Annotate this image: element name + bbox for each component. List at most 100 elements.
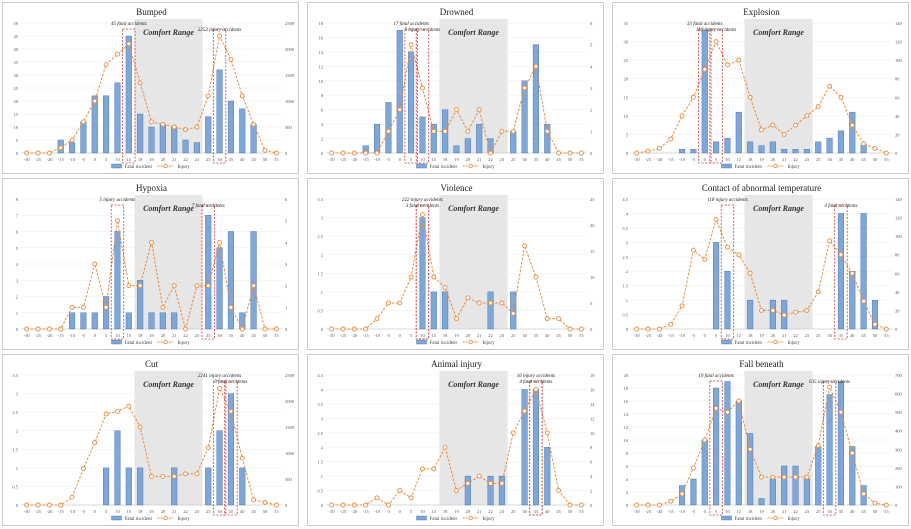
annotation-label: 16 injury accidents bbox=[517, 374, 555, 379]
right-axis-tick-label: 6 bbox=[590, 21, 593, 26]
injury-point bbox=[160, 304, 166, 310]
injury-point bbox=[239, 326, 245, 332]
x-tick-label: 55 bbox=[579, 509, 584, 514]
chart-title: Contact of abnormal temperature bbox=[702, 183, 821, 193]
left-axis-tick-label: 45 bbox=[14, 34, 19, 39]
legend-bar-swatch bbox=[721, 515, 732, 521]
left-axis-tick-label: 18 bbox=[319, 21, 324, 26]
x-tick-label: 22 bbox=[488, 333, 493, 338]
bar bbox=[826, 137, 833, 154]
right-axis-tick-label: 2500 bbox=[285, 21, 295, 26]
bar bbox=[216, 247, 223, 330]
x-tick-label: 23 bbox=[500, 157, 505, 162]
right-axis-tick-label: 80 bbox=[895, 253, 900, 258]
right-axis-tick-label: 10 bbox=[590, 431, 595, 436]
x-tick-label: 30 bbox=[827, 157, 832, 162]
x-tick-label: 50 bbox=[263, 157, 268, 162]
left-axis-tick-label: 2 bbox=[16, 295, 18, 300]
bar bbox=[815, 446, 822, 506]
injury-point bbox=[838, 94, 844, 100]
x-tick-label: 30 bbox=[217, 157, 222, 162]
injury-point bbox=[171, 124, 177, 130]
left-axis-tick-label: 0 bbox=[321, 327, 324, 332]
right-axis-tick-label: 700 bbox=[895, 373, 903, 378]
x-tick-label: 23 bbox=[195, 157, 200, 162]
highlight-box bbox=[834, 204, 848, 340]
x-tick-label: -30 bbox=[634, 333, 641, 338]
injury-point bbox=[804, 307, 810, 313]
x-tick-label: -25 bbox=[645, 509, 652, 514]
right-axis-tick-label: 500 bbox=[285, 477, 293, 482]
right-axis-tick-label: 100 bbox=[895, 484, 903, 489]
right-axis-tick-label: 0 bbox=[285, 327, 288, 332]
x-tick-label: 19 bbox=[759, 509, 764, 514]
right-axis-tick-label: 4 bbox=[590, 474, 593, 479]
bar bbox=[205, 215, 212, 330]
x-tick-label: 15 bbox=[127, 157, 132, 162]
right-axis-tick-label: 20 bbox=[895, 308, 900, 313]
right-axis-tick-label: 1 bbox=[590, 129, 592, 134]
injury-point bbox=[340, 326, 346, 332]
highlight-box bbox=[404, 28, 418, 164]
legend-line-label: Injury bbox=[483, 517, 496, 522]
x-tick-label: -20 bbox=[351, 333, 358, 338]
bar bbox=[80, 121, 87, 154]
right-axis-tick-label: 15 bbox=[590, 249, 595, 254]
annotation-label: 5 injury accidents bbox=[100, 198, 136, 203]
injury-point bbox=[849, 450, 855, 456]
annotation-label: 2241 injury accidents bbox=[198, 374, 241, 379]
bar bbox=[747, 299, 754, 330]
annotation-label: 17 fatal accidents bbox=[393, 22, 429, 27]
legend-line-marker bbox=[773, 515, 778, 521]
x-tick-label: 23 bbox=[500, 333, 505, 338]
injury-point bbox=[340, 150, 346, 156]
chart-svg: Comfort Range 0 0.5 1 1.5 2 2.5 3 3.5 0 5 10 15 20 25 -… bbox=[317, 183, 595, 346]
bar bbox=[227, 100, 234, 154]
x-tick-label: -25 bbox=[645, 333, 652, 338]
injury-point bbox=[126, 283, 132, 289]
x-tick-label: 25 bbox=[511, 509, 516, 514]
x-tick-label: 19 bbox=[149, 333, 154, 338]
x-tick-label: 20 bbox=[466, 333, 471, 338]
right-axis-tick-label: 2 bbox=[590, 489, 592, 494]
injury-point bbox=[713, 216, 719, 222]
bar bbox=[769, 478, 776, 506]
injury-point bbox=[420, 212, 425, 218]
x-tick-label: 20 bbox=[771, 157, 776, 162]
chart-svg: Comfort Range 0 0.5 1 1.5 2 2.5 3 3.5 4 4.5 0 20 40 60… bbox=[622, 183, 902, 346]
right-axis-tick-label: 1500 bbox=[285, 425, 295, 430]
highlight-box bbox=[201, 204, 215, 340]
x-tick-label: 5 bbox=[410, 333, 413, 338]
right-axis-tick-label: 140 bbox=[895, 21, 903, 26]
annotation-label: 45 fatal accidents bbox=[111, 22, 147, 27]
legend-bar-swatch bbox=[111, 163, 122, 169]
x-tick-label: 0 bbox=[704, 509, 707, 514]
x-tick-label: -10 bbox=[374, 157, 381, 162]
injury-point bbox=[92, 440, 98, 446]
left-axis-tick-label: 20 bbox=[14, 99, 19, 104]
bar bbox=[758, 498, 765, 506]
comfort-range-band bbox=[744, 19, 813, 153]
injury-point bbox=[759, 474, 764, 480]
x-tick-label: 35 bbox=[534, 509, 539, 514]
annotation-label: 222 injury accidents bbox=[402, 198, 443, 203]
injury-point bbox=[149, 119, 154, 125]
left-axis-tick-label: 14 bbox=[624, 412, 629, 417]
bar bbox=[205, 467, 212, 506]
x-tick-label: -20 bbox=[656, 509, 663, 514]
injury-point bbox=[690, 94, 696, 100]
x-tick-label: -25 bbox=[340, 157, 347, 162]
x-tick-label: -10 bbox=[679, 157, 686, 162]
injury-point bbox=[544, 128, 550, 134]
left-axis-tick-label: 1.5 bbox=[317, 271, 323, 276]
injury-point bbox=[499, 480, 505, 486]
x-tick-label: 0 bbox=[704, 333, 707, 338]
bar bbox=[250, 231, 257, 330]
injury-point bbox=[454, 316, 459, 322]
bar bbox=[724, 137, 731, 154]
injury-point bbox=[883, 150, 889, 156]
x-tick-label: 35 bbox=[534, 333, 539, 338]
injury-point bbox=[46, 502, 52, 508]
injury-point bbox=[160, 121, 166, 127]
injury-point bbox=[273, 502, 279, 508]
